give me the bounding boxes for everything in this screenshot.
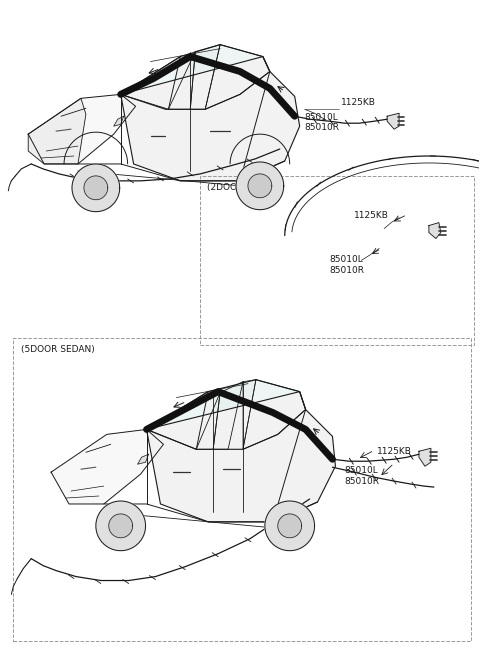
Polygon shape: [168, 52, 195, 110]
Text: 85010L: 85010L: [329, 255, 363, 264]
Polygon shape: [51, 430, 164, 504]
Polygon shape: [28, 98, 86, 164]
Polygon shape: [278, 514, 301, 538]
Text: 85010R: 85010R: [305, 123, 340, 133]
Polygon shape: [120, 56, 180, 110]
Text: 85010R: 85010R: [344, 477, 379, 486]
Polygon shape: [138, 454, 148, 464]
Polygon shape: [109, 514, 132, 538]
Text: (2DOOR COUPE): (2DOOR COUPE): [207, 183, 281, 192]
Polygon shape: [146, 380, 306, 449]
Text: 1125KB: 1125KB: [354, 211, 389, 220]
Polygon shape: [84, 176, 108, 199]
Polygon shape: [120, 56, 300, 181]
Polygon shape: [248, 174, 272, 197]
Polygon shape: [265, 501, 314, 550]
Polygon shape: [146, 392, 336, 522]
Bar: [200, 176, 474, 345]
Polygon shape: [196, 393, 220, 449]
Text: (5DOOR SEDAN): (5DOOR SEDAN): [21, 345, 95, 354]
Polygon shape: [114, 116, 124, 126]
Polygon shape: [387, 113, 399, 129]
Polygon shape: [419, 448, 431, 466]
Text: 1125KB: 1125KB: [377, 447, 412, 457]
Polygon shape: [120, 45, 270, 110]
Polygon shape: [243, 380, 306, 449]
Polygon shape: [213, 382, 243, 449]
Polygon shape: [190, 45, 220, 110]
Polygon shape: [429, 222, 441, 239]
Polygon shape: [243, 380, 256, 449]
Polygon shape: [28, 94, 136, 164]
Polygon shape: [72, 164, 120, 212]
Text: 85010L: 85010L: [305, 113, 338, 122]
Text: 1125KB: 1125KB: [341, 98, 376, 108]
Bar: [13, 338, 471, 641]
Polygon shape: [205, 45, 270, 110]
Polygon shape: [236, 162, 284, 210]
Text: 85010R: 85010R: [329, 266, 364, 276]
Polygon shape: [96, 501, 145, 550]
Polygon shape: [146, 392, 208, 449]
Text: 85010L: 85010L: [344, 466, 378, 475]
